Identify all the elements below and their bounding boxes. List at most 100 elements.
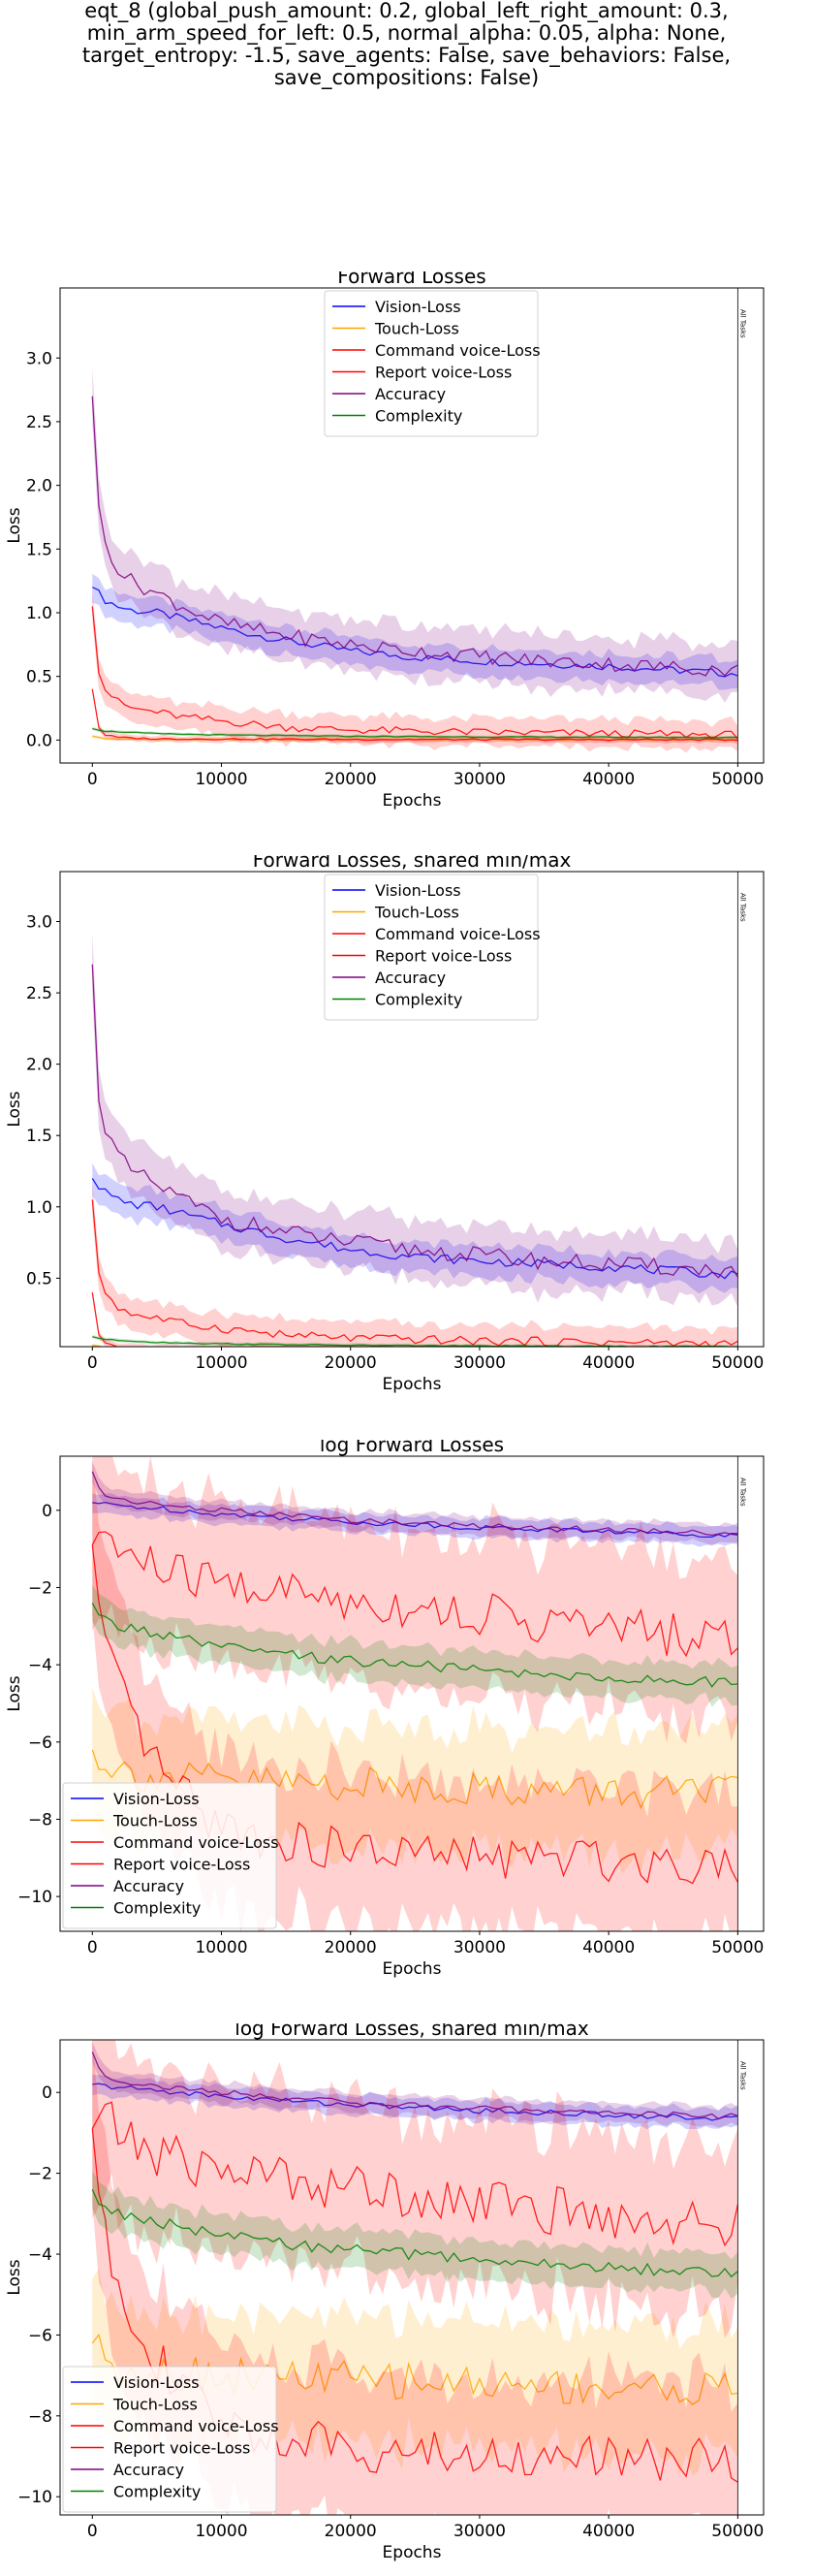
plot-frame <box>59 2039 765 2516</box>
x-tick-label: 0 <box>87 1938 98 1957</box>
series-band-command-voice-loss <box>92 1456 738 1744</box>
plot-frame <box>59 871 765 1348</box>
legend-label-complexity: Complexity <box>375 991 462 1009</box>
x-tick-label: 40000 <box>582 1353 635 1373</box>
legend-label-report-voice-loss: Report voice-Loss <box>113 1856 250 1874</box>
x-tick-label: 40000 <box>582 1938 635 1957</box>
chart-title: log Forward Losses <box>320 1440 504 1456</box>
task-marker-label: All Tasks <box>738 2061 746 2090</box>
plot-area <box>91 933 738 1347</box>
y-tick-label: 3.0 <box>26 913 52 933</box>
x-tick-label: 40000 <box>582 2522 635 2541</box>
x-tick-label: 20000 <box>325 2522 377 2541</box>
y-tick-label: 1.5 <box>26 540 52 559</box>
legend-label-accuracy: Accuracy <box>375 969 446 987</box>
series-band-command-voice-loss <box>92 1182 738 1347</box>
x-tick-label: 0 <box>87 2522 98 2541</box>
y-tick-label: 0.5 <box>26 1269 52 1288</box>
legend-label-vision-loss: Vision-Loss <box>375 881 461 900</box>
y-tick-label: −4 <box>28 2245 52 2265</box>
y-tick-label: −8 <box>28 2407 52 2427</box>
y-tick-label: −6 <box>28 2326 52 2345</box>
series-line-vision-loss <box>91 1178 738 1280</box>
x-axis-label: Epochs <box>383 2543 442 2562</box>
task-marker-label: All Tasks <box>738 309 746 338</box>
x-tick-label: 10000 <box>195 770 247 789</box>
legend-label-accuracy: Accuracy <box>375 385 446 403</box>
series-line-command-voice-loss <box>91 1199 738 1347</box>
series-band-complexity <box>92 727 738 740</box>
legend-label-complexity: Complexity <box>375 407 462 426</box>
legend-label-report-voice-loss: Report voice-Loss <box>113 2439 250 2458</box>
series-line-complexity <box>91 2189 738 2278</box>
suptitle-line: save_compositions: False) <box>273 66 540 89</box>
y-tick-label: −10 <box>17 1888 52 1907</box>
series-band-vision-loss <box>92 573 738 690</box>
chart-panel-forward-losses-shared: Forward Losses, shared min/max All Tasks 0… <box>0 855 813 1413</box>
legend-label-vision-loss: Vision-Loss <box>113 1790 200 1808</box>
legend-label-vision-loss: Vision-Loss <box>375 298 461 316</box>
series-band-accuracy <box>92 1461 738 1546</box>
plot-area <box>91 367 738 753</box>
legend-label-touch-loss: Touch-Loss <box>112 2396 198 2414</box>
legend-label-accuracy: Accuracy <box>113 1877 184 1895</box>
chart-log-forward-losses: log Forward Losses All Tasks 0 10000 20000 30… <box>5 1440 765 1979</box>
legend-label-report-voice-loss: Report voice-Loss <box>375 947 512 966</box>
legend-label-vision-loss: Vision-Loss <box>113 2373 200 2392</box>
chart-panel-forward-losses: Forward Losses All Tasks 0 10000 20000 30000 4… <box>0 271 813 829</box>
x-axis-label: Epochs <box>383 791 442 811</box>
series-band-accuracy <box>92 367 738 703</box>
legend-label-touch-loss: Touch-Loss <box>374 320 459 338</box>
legend: Vision-Loss Touch-Loss Command voice-Loss R… <box>324 874 541 1021</box>
legend: Vision-Loss Touch-Loss Command voice-Loss R… <box>62 2366 279 2513</box>
x-tick-label: 30000 <box>453 1938 506 1957</box>
chart-forward-losses: Forward Losses All Tasks 0 10000 20000 30000 4… <box>5 271 765 811</box>
x-axis-label: Epochs <box>383 1375 442 1394</box>
series-line-complexity <box>91 1603 738 1688</box>
plot-frame <box>59 1455 765 1932</box>
y-tick-label: 1.0 <box>26 604 52 623</box>
y-tick-label: −2 <box>28 1578 52 1598</box>
series-band-command-voice-loss <box>92 2040 738 2338</box>
x-tick-label: 50000 <box>711 2522 764 2541</box>
x-tick-label: 10000 <box>195 2522 247 2541</box>
chart-log-forward-losses-shared: log Forward Losses, shared min/max All Ta… <box>5 2023 765 2562</box>
legend-box <box>62 2366 277 2513</box>
y-tick-label: 2.5 <box>26 984 52 1003</box>
series-line-complexity <box>92 1336 738 1347</box>
y-tick-label: 0 <box>42 1502 52 1521</box>
task-marker-label: All Tasks <box>738 1478 746 1507</box>
x-tick-label: 30000 <box>453 1353 506 1373</box>
series-band-vision-loss <box>92 1493 738 1547</box>
y-tick-label: −6 <box>28 1733 52 1753</box>
x-tick-label: 20000 <box>325 1938 377 1957</box>
series-line-command-voice-loss <box>91 2101 739 2247</box>
legend: Vision-Loss Touch-Loss Command voice-Loss R… <box>324 290 541 437</box>
y-axis-label: Loss <box>5 507 24 543</box>
legend-label-accuracy: Accuracy <box>113 2461 184 2479</box>
series-band-complexity <box>92 1585 738 1707</box>
task-marker-label: All Tasks <box>738 893 746 922</box>
y-axis-label: Loss <box>5 1675 24 1711</box>
y-tick-label: 1.5 <box>26 1127 52 1146</box>
x-tick-label: 30000 <box>453 2522 506 2541</box>
plot-frame <box>59 287 765 764</box>
legend-label-command-voice-loss: Command voice-Loss <box>113 1833 279 1852</box>
series-line-touch-loss <box>91 1749 738 1810</box>
series-line-accuracy <box>91 964 738 1279</box>
x-tick-label: 30000 <box>453 770 506 789</box>
x-tick-label: 40000 <box>582 770 635 789</box>
x-tick-label: 10000 <box>195 1938 247 1957</box>
x-tick-label: 50000 <box>711 1353 764 1373</box>
x-tick-label: 50000 <box>711 1938 764 1957</box>
y-tick-label: 2.0 <box>26 477 52 496</box>
series-line-command-voice-loss <box>91 606 738 740</box>
suptitle-line: target_entropy: -1.5, save_agents: False… <box>81 44 732 67</box>
y-tick-label: −2 <box>28 2165 52 2184</box>
legend-label-touch-loss: Touch-Loss <box>112 1812 198 1830</box>
y-tick-label: 2.5 <box>26 413 52 432</box>
legend-label-report-voice-loss: Report voice-Loss <box>375 364 512 382</box>
y-tick-label: 1.0 <box>26 1198 52 1218</box>
legend-box <box>324 290 539 437</box>
series-band-command-voice-loss <box>92 590 738 753</box>
